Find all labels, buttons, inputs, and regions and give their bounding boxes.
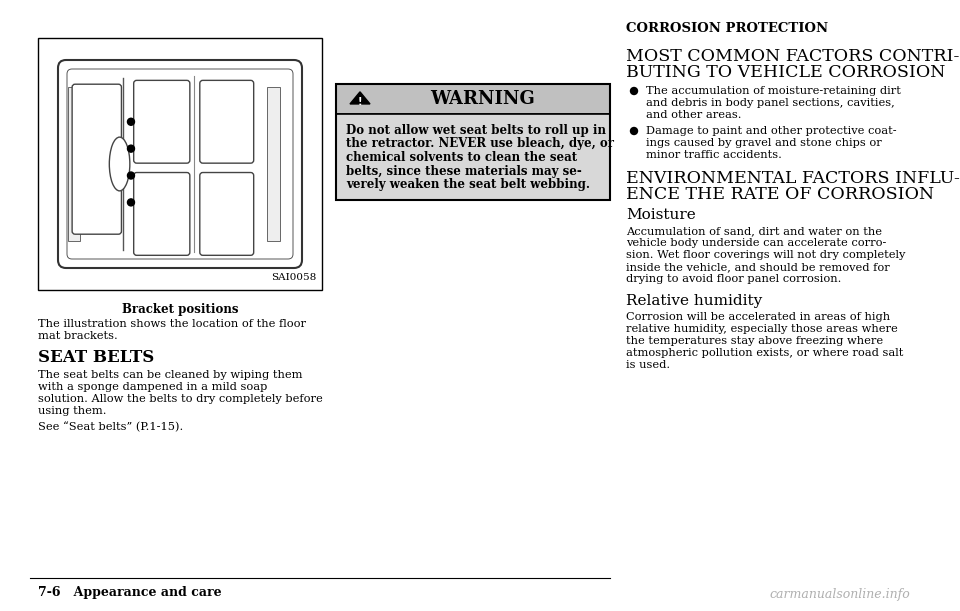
- Text: atmospheric pollution exists, or where road salt: atmospheric pollution exists, or where r…: [626, 348, 903, 358]
- Text: using them.: using them.: [38, 406, 107, 416]
- Text: Moisture: Moisture: [626, 208, 696, 222]
- Text: belts, since these materials may se-: belts, since these materials may se-: [346, 164, 582, 178]
- Text: The accumulation of moisture-retaining dirt: The accumulation of moisture-retaining d…: [646, 86, 900, 96]
- FancyBboxPatch shape: [200, 81, 253, 163]
- Bar: [336, 84, 610, 200]
- Text: !: !: [358, 97, 362, 107]
- Bar: [38, 38, 322, 290]
- Text: Accumulation of sand, dirt and water on the: Accumulation of sand, dirt and water on …: [626, 226, 882, 236]
- Text: the retractor. NEVER use bleach, dye, or: the retractor. NEVER use bleach, dye, or: [346, 137, 614, 150]
- Text: CORROSION PROTECTION: CORROSION PROTECTION: [626, 22, 828, 35]
- Bar: [267, 87, 280, 241]
- Text: with a sponge dampened in a mild soap: with a sponge dampened in a mild soap: [38, 382, 268, 392]
- Text: sion. Wet floor coverings will not dry completely: sion. Wet floor coverings will not dry c…: [626, 250, 905, 260]
- Text: The seat belts can be cleaned by wiping them: The seat belts can be cleaned by wiping …: [38, 370, 302, 380]
- Bar: [336, 114, 610, 200]
- Text: ENVIRONMENTAL FACTORS INFLU-: ENVIRONMENTAL FACTORS INFLU-: [626, 170, 960, 187]
- Text: BUTING TO VEHICLE CORROSION: BUTING TO VEHICLE CORROSION: [626, 64, 946, 81]
- Circle shape: [128, 145, 134, 152]
- Text: solution. Allow the belts to dry completely before: solution. Allow the belts to dry complet…: [38, 394, 323, 404]
- Circle shape: [128, 199, 134, 206]
- Bar: [336, 84, 610, 114]
- Text: drying to avoid floor panel corrosion.: drying to avoid floor panel corrosion.: [626, 274, 841, 284]
- FancyBboxPatch shape: [67, 69, 293, 259]
- Text: 7-6   Appearance and care: 7-6 Appearance and care: [38, 586, 222, 599]
- Text: WARNING: WARNING: [431, 90, 536, 108]
- Ellipse shape: [109, 137, 130, 191]
- FancyBboxPatch shape: [200, 172, 253, 255]
- Text: Corrosion will be accelerated in areas of high: Corrosion will be accelerated in areas o…: [626, 312, 890, 322]
- Text: mat brackets.: mat brackets.: [38, 331, 118, 341]
- Circle shape: [128, 172, 134, 179]
- Text: chemical solvents to clean the seat: chemical solvents to clean the seat: [346, 151, 577, 164]
- Text: and other areas.: and other areas.: [646, 110, 741, 120]
- Circle shape: [631, 128, 637, 134]
- Text: MOST COMMON FACTORS CONTRI-: MOST COMMON FACTORS CONTRI-: [626, 48, 959, 65]
- Text: relative humidity, especially those areas where: relative humidity, especially those area…: [626, 324, 898, 334]
- Circle shape: [128, 119, 134, 125]
- FancyBboxPatch shape: [133, 172, 190, 255]
- Text: The illustration shows the location of the floor: The illustration shows the location of t…: [38, 319, 306, 329]
- FancyBboxPatch shape: [133, 81, 190, 163]
- Text: minor traffic accidents.: minor traffic accidents.: [646, 150, 781, 160]
- Text: Damage to paint and other protective coat-: Damage to paint and other protective coa…: [646, 126, 897, 136]
- Text: carmanualsonline.info: carmanualsonline.info: [770, 588, 910, 601]
- FancyBboxPatch shape: [58, 60, 302, 268]
- Text: Relative humidity: Relative humidity: [626, 294, 762, 308]
- Text: the temperatures stay above freezing where: the temperatures stay above freezing whe…: [626, 336, 883, 346]
- Bar: [68, 87, 80, 241]
- Text: ings caused by gravel and stone chips or: ings caused by gravel and stone chips or: [646, 138, 881, 148]
- Circle shape: [631, 87, 637, 95]
- Text: See “Seat belts” (P.1-15).: See “Seat belts” (P.1-15).: [38, 422, 183, 433]
- Text: inside the vehicle, and should be removed for: inside the vehicle, and should be remove…: [626, 262, 890, 272]
- Text: is used.: is used.: [626, 360, 670, 370]
- Text: vehicle body underside can accelerate corro-: vehicle body underside can accelerate co…: [626, 238, 886, 248]
- Text: Bracket positions: Bracket positions: [122, 303, 238, 316]
- Polygon shape: [350, 92, 370, 104]
- Text: Do not allow wet seat belts to roll up in: Do not allow wet seat belts to roll up i…: [346, 124, 606, 137]
- Text: SAI0058: SAI0058: [271, 273, 316, 282]
- FancyBboxPatch shape: [72, 84, 121, 234]
- Text: and debris in body panel sections, cavities,: and debris in body panel sections, cavit…: [646, 98, 895, 108]
- Text: ENCE THE RATE OF CORROSION: ENCE THE RATE OF CORROSION: [626, 186, 934, 203]
- Text: SEAT BELTS: SEAT BELTS: [38, 349, 155, 366]
- Text: verely weaken the seat belt webbing.: verely weaken the seat belt webbing.: [346, 178, 590, 191]
